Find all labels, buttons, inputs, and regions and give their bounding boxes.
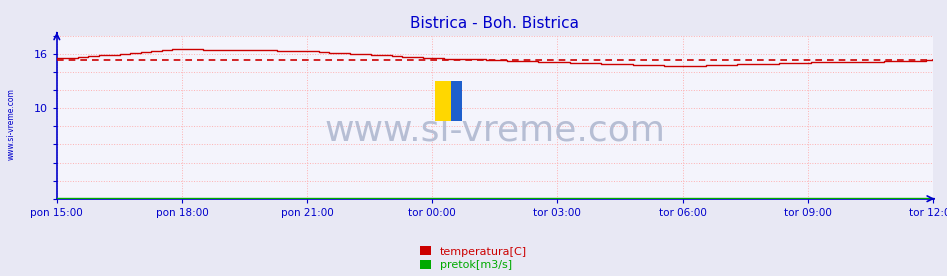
Text: www.si-vreme.com: www.si-vreme.com <box>324 113 666 147</box>
Legend: temperatura[C], pretok[m3/s]: temperatura[C], pretok[m3/s] <box>420 246 527 270</box>
Text: www.si-vreme.com: www.si-vreme.com <box>7 88 16 160</box>
Title: Bistrica - Boh. Bistrica: Bistrica - Boh. Bistrica <box>410 15 580 31</box>
FancyBboxPatch shape <box>436 81 451 121</box>
FancyBboxPatch shape <box>451 81 461 121</box>
